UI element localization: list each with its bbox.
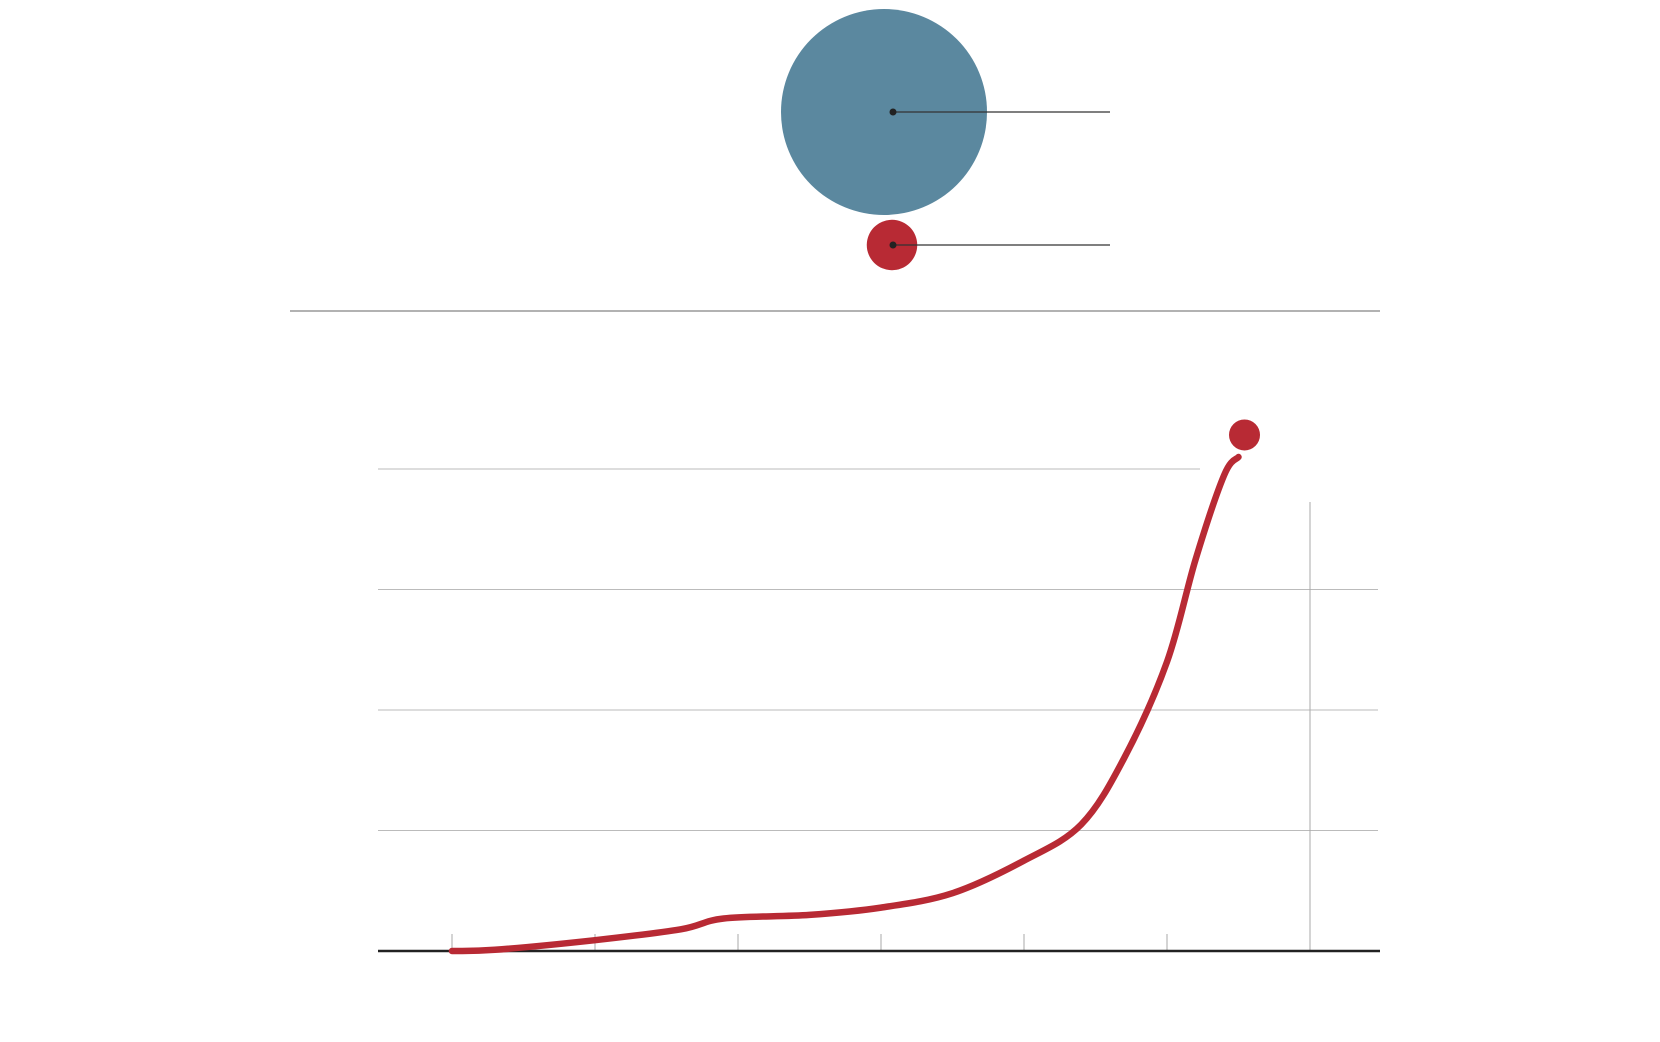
leader-dot-2 — [889, 241, 897, 249]
leader-dot-1 — [889, 108, 897, 116]
bubble-1 — [781, 9, 987, 215]
x-ticks — [451, 502, 1311, 951]
gridlines — [378, 468, 1378, 831]
line-series — [448, 419, 1260, 955]
series-end-marker-1 — [1229, 419, 1260, 451]
series-line-1 — [448, 453, 1242, 955]
bubble-comparison — [781, 9, 1110, 271]
